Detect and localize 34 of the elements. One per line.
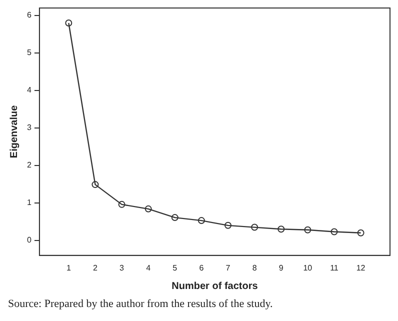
point xyxy=(92,181,99,188)
y-tick-label: 5 xyxy=(26,48,32,58)
y-tick-label: 6 xyxy=(26,10,32,20)
x-axis-title: Number of factors xyxy=(172,280,258,292)
point xyxy=(330,228,338,236)
point xyxy=(224,222,232,229)
point xyxy=(144,205,152,212)
x-tick-label: 3 xyxy=(120,263,125,272)
point xyxy=(304,226,312,234)
y-tick-label: 1 xyxy=(26,198,32,208)
x-tick-label: 12 xyxy=(356,263,366,272)
point xyxy=(118,200,126,208)
x-tick-label: 4 xyxy=(146,263,152,272)
x-tick-label: 10 xyxy=(303,263,313,272)
y-axis-title: Eigenvalue xyxy=(8,104,20,158)
point xyxy=(65,19,72,26)
y-tick-label: 3 xyxy=(26,123,32,132)
point xyxy=(251,224,258,231)
point xyxy=(357,229,364,236)
point xyxy=(198,217,205,224)
x-tick-label: 8 xyxy=(252,263,258,272)
x-tick-label: 7 xyxy=(226,263,231,272)
point xyxy=(278,226,285,233)
y-tick-label: 0 xyxy=(26,236,32,245)
x-tick-label: 1 xyxy=(66,263,72,272)
y-tick-label: 4 xyxy=(26,86,32,95)
x-tick-label: 11 xyxy=(330,263,339,272)
source-note: Source: Prepared by the author from the results of the study. xyxy=(7,298,274,310)
x-tick-label: 9 xyxy=(278,263,284,272)
y-tick-label: 2 xyxy=(26,160,32,170)
x-tick-label: 2 xyxy=(92,263,98,272)
x-tick-label: 5 xyxy=(172,263,178,272)
point xyxy=(171,214,178,222)
x-tick-label: 6 xyxy=(199,263,204,272)
